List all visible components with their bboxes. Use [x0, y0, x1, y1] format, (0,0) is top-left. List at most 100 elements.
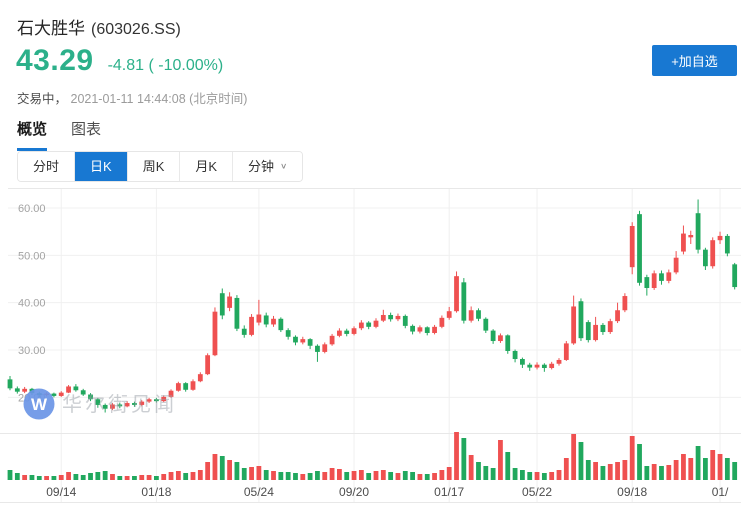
period-tab-分时[interactable]: 分时: [18, 152, 75, 181]
volume-bar: [358, 470, 364, 480]
volume-bar: [410, 472, 415, 480]
volume-bar: [161, 474, 167, 480]
x-axis-label: 01/: [712, 485, 729, 499]
candle-body: [724, 235, 730, 254]
volume-bar: [154, 476, 159, 480]
candle-body: [154, 399, 159, 402]
candle-body: [651, 273, 657, 289]
candle-body: [468, 310, 474, 321]
candle-body: [556, 359, 562, 364]
candle-body: [22, 388, 28, 392]
candle-body: [73, 386, 79, 391]
candle-body: [300, 339, 306, 343]
candle-body: [183, 383, 189, 390]
volume-bar: [402, 471, 408, 480]
tab-overview[interactable]: 概览: [17, 118, 48, 151]
candle-body: [278, 318, 284, 331]
candle-body: [607, 321, 613, 333]
page-title: 石大胜华 (603026.SS): [17, 14, 181, 39]
candle-body: [512, 350, 518, 360]
volume-bar: [22, 475, 28, 480]
current-price: 43.29: [16, 44, 94, 77]
volume-bar: [659, 466, 664, 480]
candle-body: [541, 364, 547, 369]
volume-bar: [549, 472, 555, 480]
candle-body: [593, 324, 598, 341]
candle-body: [337, 330, 342, 336]
period-tab-日K[interactable]: 日K: [74, 152, 127, 181]
volume-bar: [461, 438, 467, 480]
candle-body: [534, 364, 540, 368]
volume-bar: [241, 468, 247, 480]
candle-body: [637, 214, 642, 283]
candle-body: [732, 264, 738, 288]
candle-body: [329, 335, 335, 345]
period-tab-周K[interactable]: 周K: [126, 152, 180, 181]
candle-body: [117, 404, 123, 407]
volume-bar: [344, 472, 350, 480]
volume-bar: [66, 472, 71, 480]
volume-bar: [666, 465, 672, 480]
period-tab-label: 月K: [195, 159, 218, 174]
volume-bar: [132, 476, 137, 480]
candle-body: [695, 213, 701, 250]
candle-body: [161, 396, 167, 402]
stock-code: (603026.SS): [91, 21, 181, 38]
candle-body: [175, 383, 181, 391]
period-tab-分钟[interactable]: 分钟 ∨: [232, 152, 303, 181]
main-tabs: 概览 图表: [17, 118, 125, 151]
candle-body: [205, 355, 211, 375]
candle-body: [446, 311, 452, 318]
tab-chart[interactable]: 图表: [71, 121, 102, 138]
x-axis-label: 09/18: [617, 485, 647, 499]
candle-body: [95, 399, 101, 405]
stock-name: 石大胜华: [17, 19, 85, 38]
volume-bar: [527, 472, 533, 480]
volume-bar: [351, 471, 357, 480]
candle-body: [14, 388, 20, 392]
y-axis-label: 50.00: [18, 250, 46, 262]
volume-bar: [615, 462, 620, 480]
volume-bar: [600, 466, 606, 480]
volume-bar: [556, 470, 562, 480]
volume-bar: [417, 474, 423, 480]
x-axis-label: 09/14: [46, 485, 76, 499]
volume-bar: [234, 462, 240, 480]
candle-body: [249, 316, 254, 335]
volume-bar: [197, 470, 203, 480]
candle-body: [366, 322, 372, 327]
volume-bar: [168, 472, 174, 480]
candle-body: [7, 379, 13, 389]
candle-body: [380, 314, 386, 321]
x-axis-label: 09/20: [339, 485, 369, 499]
volume-bar: [388, 472, 394, 480]
period-tab-label: 分时: [33, 159, 60, 174]
candle-body: [168, 390, 174, 397]
candle-body: [351, 328, 357, 334]
y-axis-label: 40.00: [18, 298, 46, 310]
volume-bar: [717, 454, 723, 480]
volume-bar: [366, 473, 372, 480]
volume-bar: [505, 452, 511, 480]
volume-bar: [212, 454, 218, 480]
volume-bar: [520, 470, 525, 480]
candle-body: [432, 326, 437, 333]
candle-body: [132, 403, 137, 405]
candle-body: [358, 322, 364, 329]
x-axis-label: 01/17: [434, 485, 464, 499]
volume-bar: [95, 472, 101, 480]
volume-bar: [688, 458, 694, 480]
x-axis-label: 05/24: [244, 485, 274, 499]
candle-body: [344, 330, 350, 334]
volume-bar: [593, 462, 598, 480]
candle-body: [483, 318, 489, 331]
volume-bar: [424, 474, 430, 480]
volume-bar: [498, 440, 503, 480]
volume-bar: [190, 472, 196, 480]
trading-status-row: 交易中， 2021-01-11 14:44:08 (北京时间): [17, 88, 247, 107]
add-watchlist-button[interactable]: +加自选: [652, 45, 737, 76]
volume-bar: [476, 462, 481, 480]
period-tab-月K[interactable]: 月K: [179, 152, 233, 181]
candle-body: [307, 339, 313, 346]
